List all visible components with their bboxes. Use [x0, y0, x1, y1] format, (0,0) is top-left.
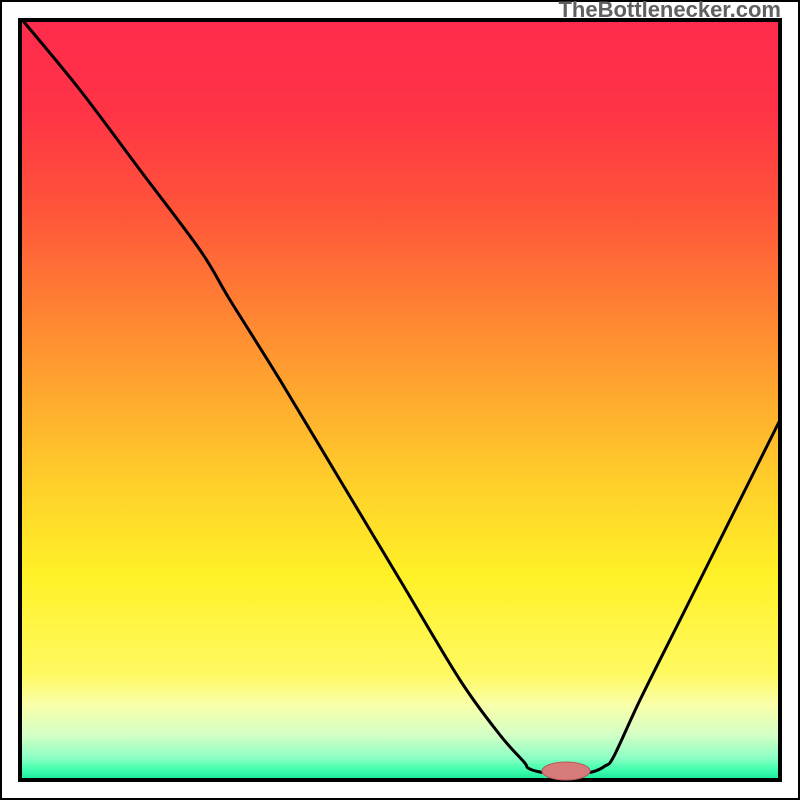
chart-root: TheBottlenecker.com [0, 0, 800, 800]
optimal-marker [542, 762, 590, 780]
plot-area [20, 20, 780, 780]
chart-svg: TheBottlenecker.com [0, 0, 800, 800]
